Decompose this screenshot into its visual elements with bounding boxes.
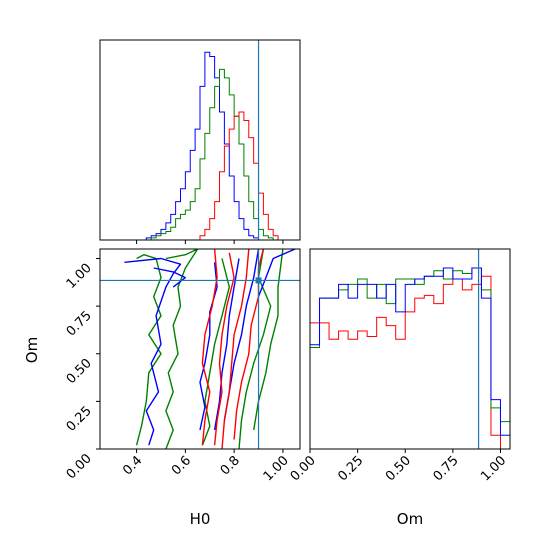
contour-red-12 xyxy=(213,252,235,446)
joint-frame xyxy=(99,248,301,450)
om-ytick-label-3: 0.75 xyxy=(64,308,95,339)
Om-marginal-hist-green xyxy=(309,267,511,449)
joint-contours xyxy=(124,249,296,449)
om-xtick-label-2: 0.50 xyxy=(383,453,414,484)
om-marginal-frame xyxy=(309,248,511,450)
om-axis-label-left: Om xyxy=(23,337,41,363)
h0-axis-label: H0 xyxy=(190,510,211,528)
joint-truth-marker xyxy=(255,277,262,284)
contour-red-11 xyxy=(201,249,218,446)
contour-blue-5 xyxy=(124,257,182,446)
contour-blue-7 xyxy=(199,262,218,431)
Om-marginal-hist-blue xyxy=(309,267,511,449)
om-ytick-label-1: 0.25 xyxy=(64,404,95,435)
h0-xtick-label-0: 0.4 xyxy=(120,453,145,478)
Om-marginal-hist-red xyxy=(309,275,510,450)
contour-green-2 xyxy=(201,258,230,446)
om-xtick-label-1: 0.25 xyxy=(335,453,366,484)
h0-marginal-frame xyxy=(99,39,301,241)
om-ytick-label-4: 1.00 xyxy=(64,261,95,292)
H0-marginal-hist-blue xyxy=(112,51,283,241)
contour-red-13 xyxy=(221,249,250,449)
h0-xtick-label-2: 0.8 xyxy=(218,453,243,478)
om-ytick-label-0: 0.00 xyxy=(64,451,95,482)
contour-blue-6 xyxy=(153,267,187,288)
contour-green-0 xyxy=(135,254,162,446)
H0-marginal-hist-green xyxy=(112,68,283,241)
h0-xtick-label-1: 0.6 xyxy=(169,453,194,478)
contour-blue-10 xyxy=(257,249,296,297)
h0-om-joint-panel: 0.4 0.6 0.8 1.00 0.00 0.25 0.50 0.75 1.00 xyxy=(64,248,301,484)
om-axis-label-bottom: Om xyxy=(397,510,423,528)
om-xtick-label-0: 0.00 xyxy=(288,453,319,484)
contour-green-1 xyxy=(165,249,199,449)
om-xtick-label-4: 1.00 xyxy=(478,453,509,484)
om-xtick-label-3: 0.75 xyxy=(431,453,462,484)
om-ytick-label-2: 0.50 xyxy=(64,356,95,387)
om-marginal-panel: 0.00 0.25 0.50 0.75 1.00 xyxy=(288,248,511,484)
H0-marginal-hist-red xyxy=(112,111,283,241)
contour-blue-8 xyxy=(213,258,240,431)
h0-marginal-panel xyxy=(99,39,301,244)
h0-xtick-label-3: 1.00 xyxy=(261,453,292,484)
